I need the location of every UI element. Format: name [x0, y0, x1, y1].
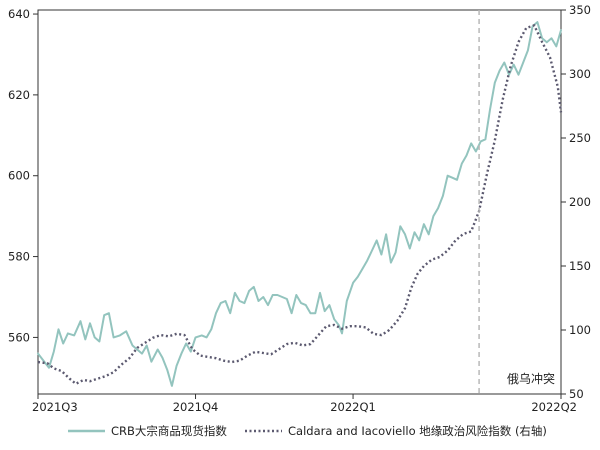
right-tick-label: 350 [569, 3, 591, 17]
right-tick-label: 100 [569, 323, 591, 337]
x-axis: 2021Q3 2021Q4 2022Q1 2022Q2 [32, 394, 577, 414]
right-tick-label: 200 [569, 195, 591, 209]
left-tick-label: 600 [8, 169, 30, 183]
right-y-axis: 50 100 150 200 250 300 350 [561, 3, 591, 401]
x-tick-label: 2022Q2 [531, 400, 577, 414]
left-tick-label: 620 [8, 88, 30, 102]
legend-label-gpr: Caldara and Iacoviello 地缘政治风险指数 (右轴) [288, 424, 547, 438]
left-tick-label: 580 [8, 250, 30, 264]
right-tick-label: 250 [569, 131, 591, 145]
annotation-layer: 俄乌冲突 [478, 10, 555, 394]
x-tick-label: 2021Q3 [32, 400, 78, 414]
left-y-axis: 560 580 600 620 640 [8, 7, 38, 344]
legend: CRB大宗商品现货指数 Caldara and Iacoviello 地缘政治风… [68, 424, 547, 438]
series-line-gpr [37, 24, 563, 385]
left-tick-label: 640 [8, 7, 30, 21]
left-tick-label: 560 [8, 330, 30, 344]
x-tick-label: 2021Q4 [173, 400, 219, 414]
series-layer [37, 21, 563, 387]
right-tick-label: 150 [569, 259, 591, 273]
annotation-label: 俄乌冲突 [507, 371, 555, 386]
series-line-crb [37, 21, 562, 387]
right-tick-label: 50 [569, 387, 584, 401]
right-tick-label: 300 [569, 67, 591, 81]
x-tick-label: 2022Q1 [330, 400, 376, 414]
legend-label-crb: CRB大宗商品现货指数 [111, 424, 227, 438]
